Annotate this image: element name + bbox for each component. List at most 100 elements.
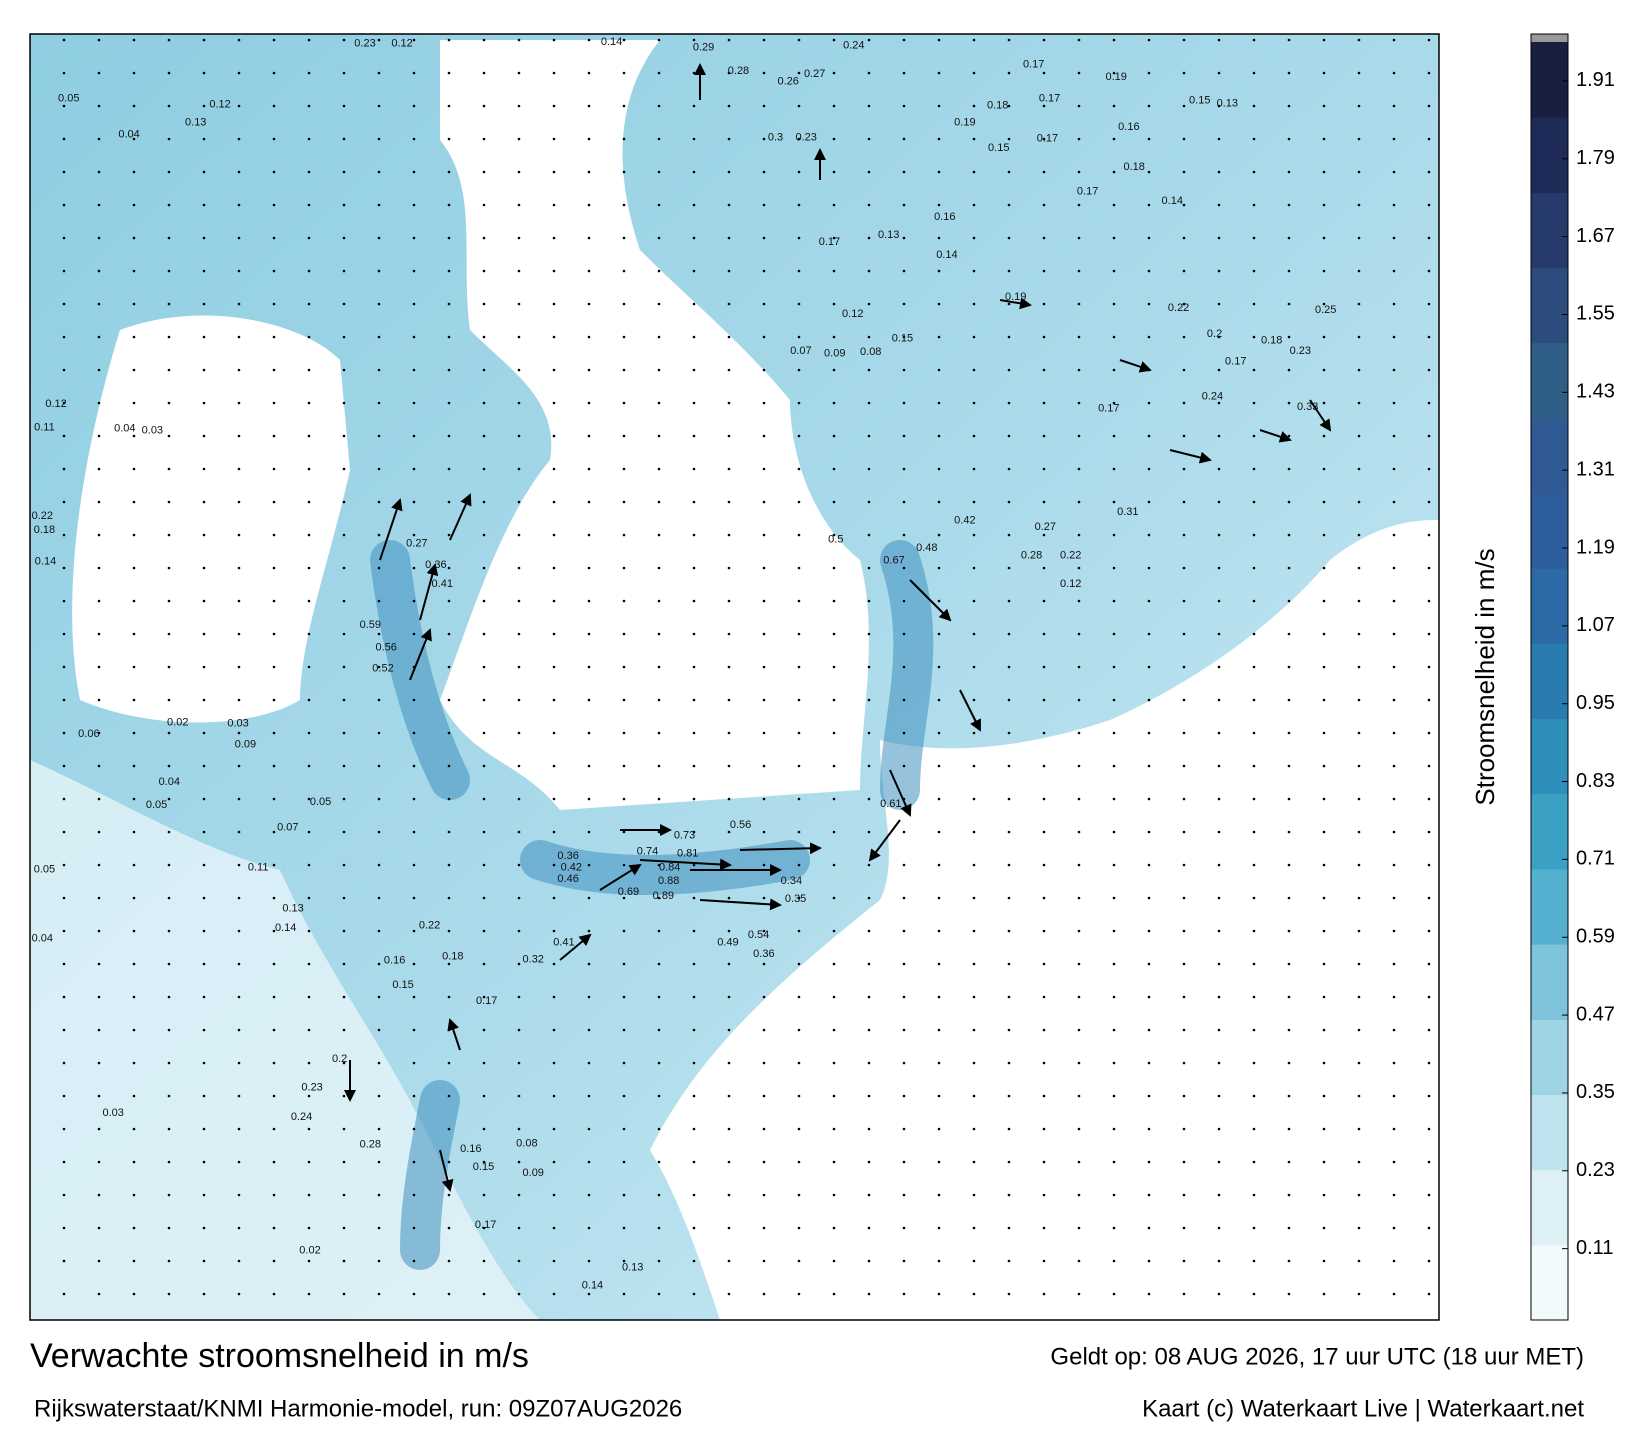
- value-label: 0.17: [1077, 185, 1098, 197]
- value-label: 0.14: [1162, 195, 1183, 207]
- grid-dot: [657, 995, 661, 999]
- grid-dot: [1042, 104, 1046, 108]
- grid-dot: [307, 632, 311, 636]
- grid-dot: [1287, 797, 1291, 801]
- grid-dot: [1392, 863, 1396, 867]
- grid-dot: [1217, 962, 1221, 966]
- grid-dot: [902, 401, 906, 405]
- grid-dot: [1322, 1292, 1326, 1296]
- grid-dot: [1217, 797, 1221, 801]
- grid-dot: [1427, 533, 1431, 537]
- grid-dot: [587, 797, 591, 801]
- grid-dot: [272, 236, 276, 240]
- grid-dot: [657, 38, 661, 42]
- grid-dot: [132, 1094, 136, 1098]
- grid-dot: [412, 731, 416, 735]
- grid-dot: [692, 830, 696, 834]
- value-label: 0.12: [209, 99, 230, 111]
- grid-dot: [517, 731, 521, 735]
- grid-dot: [1217, 104, 1221, 108]
- grid-dot: [342, 863, 346, 867]
- grid-dot: [1182, 368, 1186, 372]
- grid-dot: [972, 269, 976, 273]
- grid-dot: [1392, 38, 1396, 42]
- grid-dot: [1252, 1127, 1256, 1131]
- grid-dot: [1112, 1127, 1116, 1131]
- grid-dot: [132, 104, 136, 108]
- grid-dot: [1357, 203, 1361, 207]
- grid-dot: [937, 797, 941, 801]
- colorbar-band: [1531, 267, 1568, 344]
- grid-dot: [1427, 566, 1431, 570]
- grid-dot: [832, 71, 836, 75]
- grid-dot: [237, 962, 241, 966]
- grid-dot: [97, 1226, 101, 1230]
- grid-dot: [412, 533, 416, 537]
- grid-dot: [587, 599, 591, 603]
- grid-dot: [132, 599, 136, 603]
- grid-dot: [377, 632, 381, 636]
- grid-dot: [237, 203, 241, 207]
- grid-dot: [1427, 731, 1431, 735]
- grid-dot: [1182, 500, 1186, 504]
- grid-dot: [727, 995, 731, 999]
- grid-dot: [1007, 104, 1011, 108]
- grid-dot: [377, 38, 381, 42]
- grid-dot: [307, 830, 311, 834]
- grid-dot: [552, 434, 556, 438]
- grid-dot: [1252, 434, 1256, 438]
- grid-dot: [797, 1226, 801, 1230]
- grid-dot: [482, 962, 486, 966]
- grid-dot: [272, 830, 276, 834]
- grid-dot: [1357, 1127, 1361, 1131]
- grid-dot: [762, 1061, 766, 1065]
- grid-dot: [167, 797, 171, 801]
- grid-dot: [377, 863, 381, 867]
- grid-dot: [1112, 797, 1116, 801]
- value-label: 0.02: [299, 1244, 320, 1256]
- grid-dot: [167, 698, 171, 702]
- value-label: 0.23: [301, 1082, 322, 1094]
- value-label: 0.32: [523, 954, 544, 966]
- grid-dot: [1182, 764, 1186, 768]
- grid-dot: [1287, 1127, 1291, 1131]
- value-label: 0.04: [159, 776, 180, 788]
- grid-dot: [1252, 533, 1256, 537]
- value-label: 0.12: [842, 308, 863, 320]
- grid-dot: [1357, 1226, 1361, 1230]
- grid-dot: [517, 1094, 521, 1098]
- grid-dot: [937, 1193, 941, 1197]
- grid-dot: [412, 71, 416, 75]
- grid-dot: [1427, 1292, 1431, 1296]
- grid-dot: [902, 104, 906, 108]
- value-label: 0.84: [659, 861, 680, 873]
- grid-dot: [832, 434, 836, 438]
- grid-dot: [1392, 1127, 1396, 1131]
- value-label: 0.18: [1261, 335, 1282, 347]
- grid-dot: [552, 665, 556, 669]
- grid-dot: [517, 962, 521, 966]
- grid-dot: [202, 797, 206, 801]
- grid-dot: [342, 401, 346, 405]
- value-label: 0.35: [785, 893, 806, 905]
- current-arrow: [447, 1018, 461, 1051]
- value-label: 0.59: [360, 619, 381, 631]
- grid-dot: [727, 764, 731, 768]
- grid-dot: [202, 863, 206, 867]
- grid-dot: [902, 269, 906, 273]
- grid-dot: [202, 764, 206, 768]
- grid-dot: [867, 566, 871, 570]
- value-label: 0.07: [790, 345, 811, 357]
- grid-dot: [587, 1061, 591, 1065]
- grid-dot: [1077, 302, 1081, 306]
- grid-dot: [657, 302, 661, 306]
- grid-dot: [167, 335, 171, 339]
- grid-dot: [587, 1127, 591, 1131]
- grid-dot: [1112, 1028, 1116, 1032]
- grid-dot: [727, 1061, 731, 1065]
- grid-dot: [447, 170, 451, 174]
- grid-dot: [832, 236, 836, 240]
- grid-dot: [272, 104, 276, 108]
- value-label: 0.2: [1207, 328, 1222, 340]
- grid-dot: [797, 500, 801, 504]
